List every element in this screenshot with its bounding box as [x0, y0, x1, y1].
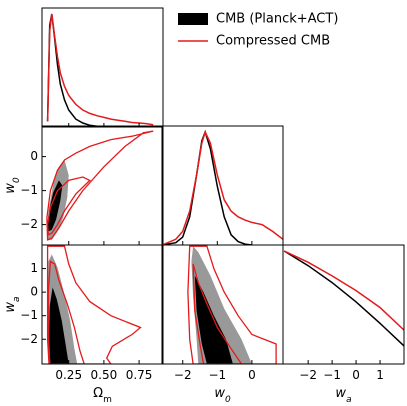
panel-frame — [41, 244, 164, 365]
ylabel-w0: w0 — [3, 177, 22, 194]
panel-Omega_m-vs-wa: −2 −1 0 1 wa 0.25 0.50 0.75 Ωm — [3, 244, 164, 405]
panel-w0-vs-wa: −2 −1 0 w0 — [161, 244, 284, 405]
xtick-label-w0-2: 0 — [248, 368, 256, 382]
ytick-label-wa-2: 0 — [30, 285, 38, 299]
ytick-label-wa-3: 1 — [30, 261, 38, 275]
legend-label: CMB (Planck+ACT) — [216, 12, 338, 27]
legend-swatch-filled — [178, 13, 208, 25]
ytick-label-w0-2: 0 — [30, 149, 38, 163]
panel-frame — [282, 244, 405, 365]
xtick-label-Omega_m-2: 0.75 — [126, 368, 153, 382]
contour-inner-w0_vs_Omega_m-cmb-planck-act- — [47, 180, 63, 232]
xtick-label-w0-1: −1 — [208, 368, 226, 382]
contour-inner-wa_vs_Omega_m-compressed-cmb — [47, 260, 85, 364]
xtick-label-w0-0: −2 — [174, 368, 192, 382]
contour-outer-w0_vs_Omega_m-compressed-cmb — [46, 130, 154, 241]
legend-label: Compressed CMB — [216, 34, 330, 49]
xlabel-Omega_m: Ωm — [93, 386, 112, 405]
panel-wa-marginal: −2 −1 0 1 wa — [282, 244, 405, 405]
ylabel-wa: wa — [3, 296, 22, 312]
contour-outer-wa_vs_w0-compressed-cmb — [187, 245, 277, 364]
marginal-line-wa-cmb-planck-act- — [283, 250, 404, 347]
marginal-line-Omega_m-compressed-cmb — [46, 13, 154, 126]
xtick-label-wa-0: −2 — [299, 368, 317, 382]
marginal-line-wa-compressed-cmb — [283, 250, 404, 331]
contour-inner-wa_vs_w0-compressed-cmb — [192, 263, 243, 364]
xtick-label-wa-3: 1 — [376, 368, 384, 382]
ytick-label-wa-1: −1 — [20, 308, 38, 322]
ytick-label-w0-1: −1 — [20, 183, 38, 197]
contour-inner-wa_vs_Omega_m-cmb-planck-act- — [49, 287, 69, 364]
panel-frame — [41, 7, 164, 128]
marginal-line-w0-compressed-cmb — [162, 129, 283, 245]
xlabel-wa: wa — [335, 386, 351, 405]
contour-inner-w0_vs_Omega_m-compressed-cmb — [46, 176, 91, 236]
xtick-label-wa-1: −1 — [323, 368, 341, 382]
ytick-label-wa-0: −2 — [20, 332, 38, 346]
marginal-line-w0-cmb-planck-act- — [162, 129, 252, 245]
ytick-label-w0-0: −2 — [20, 217, 38, 231]
xlabel-w0: w0 — [214, 386, 231, 405]
xtick-label-Omega_m-1: 0.50 — [91, 368, 118, 382]
contour-outer-wa_vs_Omega_m-compressed-cmb — [46, 245, 142, 364]
panel-w0-marginal — [161, 125, 284, 246]
panel-Omega_m-marginal — [41, 7, 164, 128]
xtick-label-Omega_m-0: 0.25 — [55, 368, 82, 382]
xtick-label-wa-2: 0 — [352, 368, 360, 382]
panel-Omega_m-vs-w0: −2 −1 0 w0 — [3, 125, 164, 246]
legend: CMB (Planck+ACT) Compressed CMB — [170, 8, 360, 54]
marginal-line-Omega_m-cmb-planck-act- — [46, 13, 104, 127]
